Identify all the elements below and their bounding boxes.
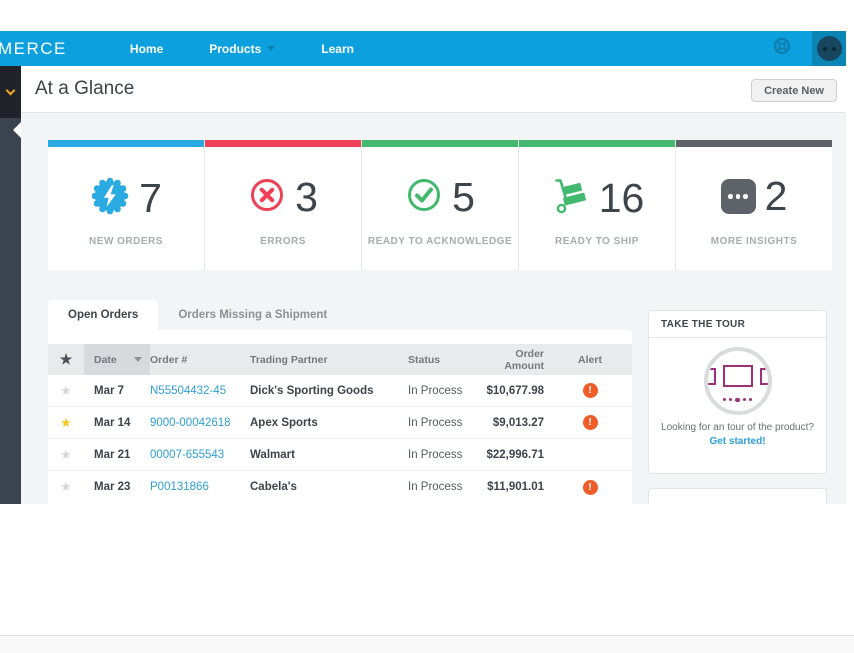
amount-column-header[interactable]: Order Amount xyxy=(504,347,544,372)
order-status: In Process xyxy=(408,448,463,461)
table-row[interactable]: ★ Mar 21 00007-655543 Walmart In Process… xyxy=(48,439,632,471)
alert-column-header[interactable]: Alert xyxy=(578,353,602,366)
stat-label: MORE INSIGHTS xyxy=(710,236,798,247)
table-row[interactable]: ★ Mar 23 P00131866 Cabela's In Process $… xyxy=(48,471,632,503)
ellipsis-icon xyxy=(720,179,756,214)
page-header: At a Glance Create New xyxy=(21,66,846,113)
left-sidebar[interactable] xyxy=(0,66,21,504)
active-section-pointer xyxy=(13,122,21,138)
order-status: In Process xyxy=(408,481,463,493)
star-icon[interactable]: ★ xyxy=(60,479,72,494)
next-panel-partial xyxy=(648,488,827,504)
stat-label: ERRORS xyxy=(260,236,306,247)
order-date: Mar 14 xyxy=(94,416,131,429)
main-nav: Home Products Learn xyxy=(107,42,377,56)
alert-badge[interactable]: ! xyxy=(582,479,598,495)
stat-card-more-insights[interactable]: 2 MORE INSIGHTS xyxy=(676,140,832,270)
order-amount: $9,013.27 xyxy=(492,416,544,429)
stat-card-new-orders[interactable]: 7 NEW ORDERS xyxy=(48,140,205,270)
card-accent-bar xyxy=(676,140,832,147)
alert-badge[interactable]: ! xyxy=(582,415,598,430)
page-footer-strip xyxy=(0,636,854,653)
badge-bolt-icon xyxy=(90,176,130,221)
nav-item-learn[interactable]: Learn xyxy=(321,41,354,56)
stat-label: READY TO ACKNOWLEDGE xyxy=(367,236,513,247)
partner-column-header[interactable]: Trading Partner xyxy=(250,353,328,366)
tab-open-orders[interactable]: Open Orders xyxy=(48,300,159,330)
star-icon[interactable]: ★ xyxy=(60,414,72,430)
stat-label: NEW ORDERS xyxy=(89,236,163,247)
order-date: Mar 7 xyxy=(94,384,125,397)
stat-value: 3 xyxy=(295,174,318,220)
avatar xyxy=(816,36,842,61)
order-amount: $10,677.98 xyxy=(486,384,544,397)
get-started-link[interactable]: Get started! xyxy=(709,436,766,447)
order-date: Mar 21 xyxy=(94,448,131,461)
stat-value: 2 xyxy=(764,173,788,219)
chevron-down-icon xyxy=(5,85,16,95)
order-date: Mar 23 xyxy=(94,481,131,493)
order-column-header[interactable]: Order # xyxy=(150,353,188,366)
tour-carousel-icon xyxy=(703,347,772,415)
stat-value: 7 xyxy=(139,175,162,221)
tour-panel-title: TAKE THE TOUR xyxy=(649,311,826,338)
trading-partner: Dick's Sporting Goods xyxy=(250,384,374,397)
page-divider xyxy=(0,635,854,636)
table-header-row: ★ Date Order # Trading Partner Status Or… xyxy=(48,344,632,375)
order-number-link[interactable]: 00007-655543 xyxy=(150,448,225,461)
alert-badge[interactable]: ! xyxy=(582,383,598,398)
table-row[interactable]: ★ Mar 14 9000-00042618 Apex Sports In Pr… xyxy=(48,407,632,439)
handtruck-icon xyxy=(550,176,590,221)
order-number-link[interactable]: 9000-00042618 xyxy=(150,416,231,429)
stat-card-ready-to-acknowledge[interactable]: 5 READY TO ACKNOWLEDGE xyxy=(362,140,519,270)
tour-question: Looking for an tour of the product? xyxy=(661,422,814,433)
card-accent-bar xyxy=(205,140,361,147)
card-accent-bar xyxy=(519,140,675,147)
stat-card-errors[interactable]: 3 ERRORS xyxy=(205,140,362,270)
create-new-button[interactable]: Create New xyxy=(751,79,837,102)
order-number-link[interactable]: P00131866 xyxy=(150,481,209,493)
user-menu[interactable] xyxy=(812,31,846,66)
order-number-link[interactable]: N55504432-45 xyxy=(150,384,227,397)
stat-card-ready-to-ship[interactable]: 16 READY TO SHIP xyxy=(519,140,676,270)
trading-partner: Cabela's xyxy=(250,481,297,493)
date-column-header[interactable]: Date xyxy=(84,344,150,375)
brand-logo[interactable]: MERCE xyxy=(0,38,67,58)
take-the-tour-panel: TAKE THE TOUR Looking for an tour of the… xyxy=(648,310,827,474)
navbar-right xyxy=(772,31,846,66)
main-content: 7 NEW ORDERS 3 xyxy=(21,113,846,504)
nav-item-products[interactable]: Products xyxy=(209,42,276,56)
error-circle-icon xyxy=(248,176,286,219)
nav-item-home[interactable]: Home xyxy=(129,41,164,56)
top-navbar: MERCE Home Products Learn xyxy=(0,31,846,66)
sidebar-toggle[interactable] xyxy=(0,66,21,118)
star-column-header[interactable]: ★ xyxy=(59,351,73,367)
order-status: In Process xyxy=(408,384,463,397)
help-lifering-icon[interactable] xyxy=(772,36,792,61)
page-title: At a Glance xyxy=(35,78,135,99)
orders-tabs: Open Orders Orders Missing a Shipment xyxy=(48,300,347,330)
star-icon[interactable]: ★ xyxy=(60,446,72,462)
sort-caret-icon xyxy=(134,357,142,362)
stat-cards-row: 7 NEW ORDERS 3 xyxy=(48,140,832,270)
order-status: In Process xyxy=(408,416,463,429)
stat-value: 16 xyxy=(598,175,645,221)
tab-orders-missing-shipment[interactable]: Orders Missing a Shipment xyxy=(178,309,328,321)
stat-label: READY TO SHIP xyxy=(555,236,639,247)
open-orders-table: ★ Date Order # Trading Partner Status Or… xyxy=(48,330,632,504)
card-accent-bar xyxy=(362,140,518,147)
table-row[interactable]: ★ Mar 7 N55504432-45 Dick's Sporting Goo… xyxy=(48,375,632,407)
check-circle-icon xyxy=(405,176,443,219)
order-amount: $11,901.01 xyxy=(487,481,544,493)
trading-partner: Walmart xyxy=(250,448,295,461)
chevron-down-icon xyxy=(267,46,276,51)
status-column-header[interactable]: Status xyxy=(408,353,441,366)
order-amount: $22,996.71 xyxy=(486,448,544,461)
trading-partner: Apex Sports xyxy=(250,416,318,429)
star-icon[interactable]: ★ xyxy=(60,382,72,398)
card-accent-bar xyxy=(48,140,204,147)
stat-value: 5 xyxy=(452,174,475,220)
